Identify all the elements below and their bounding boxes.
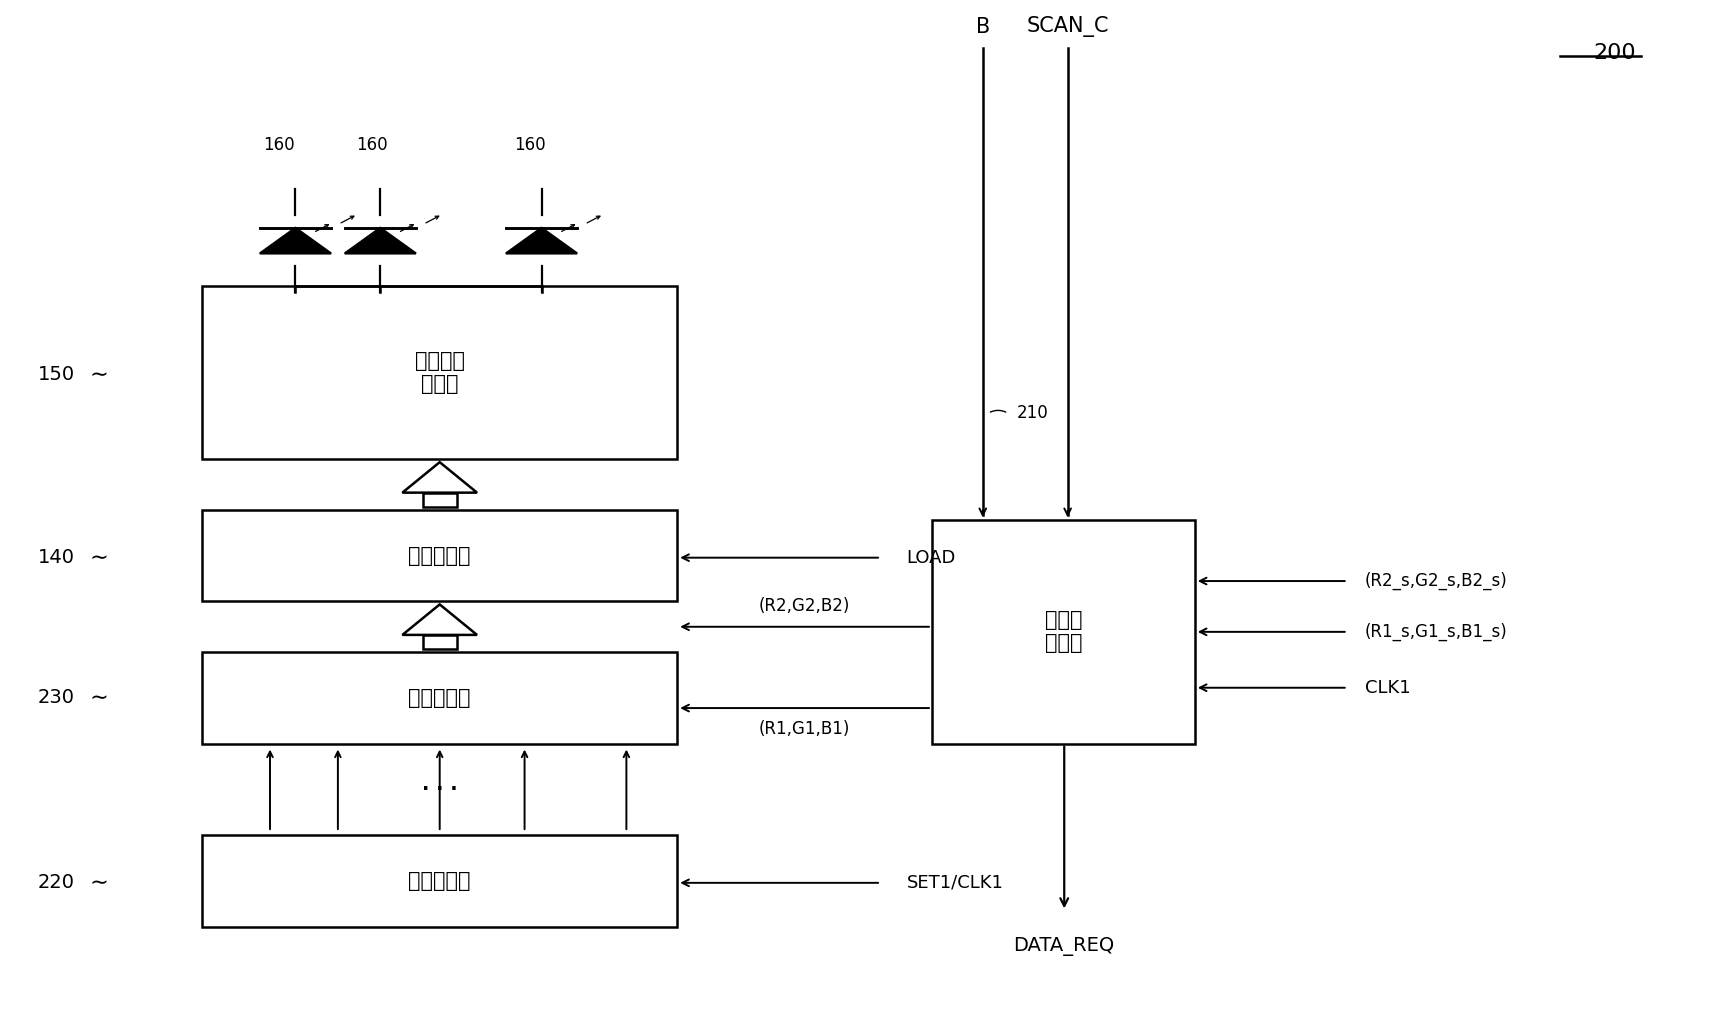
- Polygon shape: [402, 462, 477, 492]
- Text: ∼: ∼: [84, 548, 110, 568]
- Text: 数据收
集电路: 数据收 集电路: [1045, 610, 1081, 653]
- Text: 输入寄存器: 输入寄存器: [409, 688, 471, 708]
- Text: (R2_s,G2_s,B2_s): (R2_s,G2_s,B2_s): [1365, 572, 1507, 590]
- Text: 160: 160: [513, 136, 546, 154]
- Text: SET1/CLK1: SET1/CLK1: [907, 873, 1003, 892]
- Text: 210: 210: [1016, 405, 1049, 422]
- Text: 220: 220: [38, 873, 75, 892]
- Text: DATA_REQ: DATA_REQ: [1013, 936, 1116, 956]
- FancyBboxPatch shape: [202, 286, 678, 459]
- Text: ∼: ∼: [84, 688, 110, 708]
- Text: ∼: ∼: [84, 365, 110, 385]
- Text: 数据锁存器: 数据锁存器: [409, 546, 471, 565]
- Text: 230: 230: [38, 688, 75, 708]
- Text: SCAN_C: SCAN_C: [1027, 16, 1109, 37]
- FancyBboxPatch shape: [202, 652, 678, 744]
- Text: CLK1: CLK1: [1365, 679, 1410, 696]
- FancyBboxPatch shape: [423, 492, 457, 507]
- Polygon shape: [344, 228, 416, 253]
- Polygon shape: [402, 605, 477, 634]
- FancyBboxPatch shape: [202, 510, 678, 602]
- Text: 160: 160: [356, 136, 388, 154]
- Text: 140: 140: [38, 548, 75, 568]
- Text: 200: 200: [1593, 42, 1636, 63]
- Text: (R1_s,G1_s,B1_s): (R1_s,G1_s,B1_s): [1365, 623, 1507, 641]
- FancyBboxPatch shape: [202, 835, 678, 927]
- Text: . . .: . . .: [423, 775, 457, 794]
- Text: 数字模拟
转换器: 数字模拟 转换器: [414, 351, 465, 394]
- FancyBboxPatch shape: [932, 520, 1194, 744]
- Text: (R2,G2,B2): (R2,G2,B2): [760, 596, 850, 615]
- Text: B: B: [975, 18, 991, 37]
- Text: LOAD: LOAD: [907, 549, 956, 566]
- Text: (R1,G1,B1): (R1,G1,B1): [760, 720, 850, 739]
- FancyBboxPatch shape: [423, 634, 457, 649]
- Text: ∼: ∼: [84, 872, 110, 893]
- Polygon shape: [260, 228, 332, 253]
- Text: 160: 160: [263, 136, 294, 154]
- Text: 移位寄存器: 移位寄存器: [409, 870, 471, 891]
- Polygon shape: [506, 228, 577, 253]
- Text: 150: 150: [38, 366, 75, 384]
